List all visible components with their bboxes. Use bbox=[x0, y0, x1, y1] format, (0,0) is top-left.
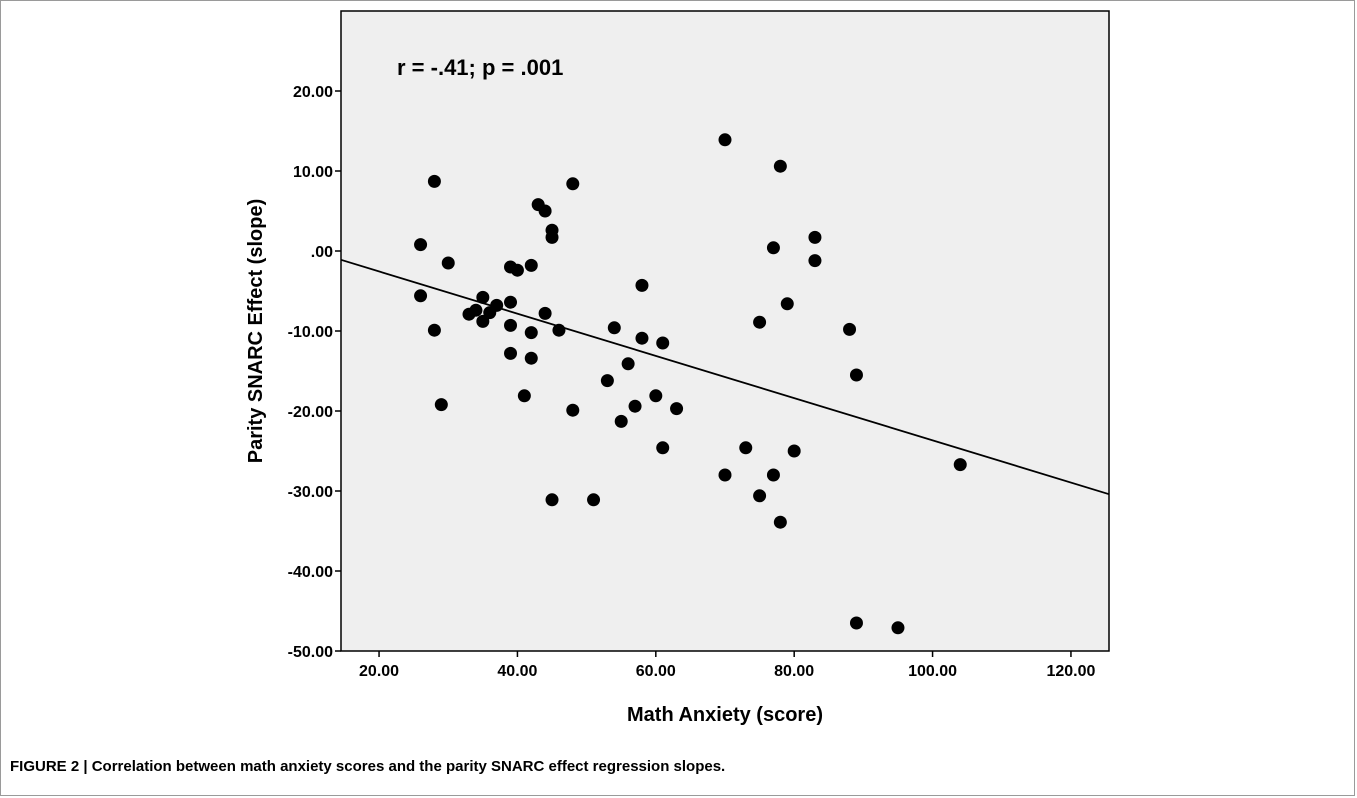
data-point bbox=[490, 298, 504, 312]
data-point bbox=[656, 336, 670, 350]
data-point bbox=[766, 241, 780, 255]
x-tick-label: 100.00 bbox=[908, 663, 957, 680]
x-tick-label: 80.00 bbox=[774, 663, 814, 680]
data-point bbox=[414, 289, 428, 303]
data-point bbox=[517, 389, 531, 403]
data-point bbox=[524, 326, 538, 340]
data-point bbox=[566, 403, 580, 417]
regression-line bbox=[340, 258, 1110, 496]
plot-area bbox=[340, 10, 1110, 652]
data-point bbox=[718, 133, 732, 147]
x-tick-label: 60.00 bbox=[636, 663, 676, 680]
x-axis-title: Math Anxiety (score) bbox=[627, 704, 823, 726]
y-tick-label: -10.00 bbox=[288, 324, 333, 341]
data-point bbox=[739, 441, 753, 455]
data-point bbox=[504, 318, 518, 332]
data-point bbox=[766, 468, 780, 482]
data-point bbox=[434, 398, 448, 412]
x-tick-label: 40.00 bbox=[497, 663, 537, 680]
data-point bbox=[843, 322, 857, 336]
correlation-annotation: r = -.41; p = .001 bbox=[397, 55, 563, 80]
data-point bbox=[524, 351, 538, 365]
y-axis-title: Parity SNARC Effect (slope) bbox=[245, 199, 267, 464]
data-point bbox=[600, 374, 614, 388]
y-tick-label: -50.00 bbox=[288, 644, 333, 661]
y-tick-label: -20.00 bbox=[288, 404, 333, 421]
data-point bbox=[524, 258, 538, 272]
y-tick-label: 20.00 bbox=[293, 84, 333, 101]
data-point bbox=[649, 389, 663, 403]
x-tick-label: 120.00 bbox=[1046, 663, 1095, 680]
data-points bbox=[414, 133, 967, 635]
y-tick-label: 10.00 bbox=[293, 164, 333, 181]
data-point bbox=[849, 616, 863, 630]
data-point bbox=[656, 441, 670, 455]
data-point bbox=[552, 323, 566, 337]
data-point bbox=[441, 256, 455, 270]
data-point bbox=[773, 515, 787, 529]
data-point bbox=[538, 204, 552, 218]
data-point bbox=[510, 263, 524, 277]
data-point bbox=[670, 402, 684, 416]
data-point bbox=[566, 177, 580, 191]
data-point bbox=[635, 278, 649, 292]
data-point bbox=[891, 621, 905, 635]
data-point bbox=[469, 303, 483, 317]
data-point bbox=[753, 315, 767, 329]
data-point bbox=[476, 290, 490, 304]
data-point bbox=[773, 159, 787, 173]
data-point bbox=[614, 414, 628, 428]
data-point bbox=[538, 306, 552, 320]
data-point bbox=[587, 493, 601, 507]
data-point bbox=[545, 230, 559, 244]
data-point bbox=[808, 230, 822, 244]
data-point bbox=[780, 297, 794, 311]
data-point bbox=[607, 321, 621, 335]
x-tick-label: 20.00 bbox=[359, 663, 399, 680]
data-point bbox=[427, 174, 441, 188]
data-point bbox=[635, 331, 649, 345]
data-point bbox=[621, 357, 635, 371]
data-point bbox=[427, 323, 441, 337]
data-point bbox=[545, 493, 559, 507]
data-point bbox=[753, 489, 767, 503]
data-point bbox=[414, 238, 428, 252]
y-tick-label: .00 bbox=[311, 244, 333, 261]
data-point bbox=[476, 314, 490, 328]
data-point bbox=[718, 468, 732, 482]
data-point bbox=[504, 346, 518, 360]
data-point bbox=[504, 295, 518, 309]
data-point bbox=[787, 444, 801, 458]
figure-caption: FIGURE 2 | Correlation between math anxi… bbox=[10, 758, 726, 775]
data-point bbox=[849, 368, 863, 382]
y-tick-label: -40.00 bbox=[288, 564, 333, 581]
data-point bbox=[953, 458, 967, 472]
y-tick-label: -30.00 bbox=[288, 484, 333, 501]
data-point bbox=[808, 254, 822, 268]
data-point bbox=[628, 399, 642, 413]
y-axis: -50.00 -40.00 -30.00 -20.00 -10.00 .00 10.00 20… bbox=[288, 84, 341, 661]
x-axis: 20.00 40.00 60.00 80.00 100.00 120.00 bbox=[359, 651, 1096, 680]
